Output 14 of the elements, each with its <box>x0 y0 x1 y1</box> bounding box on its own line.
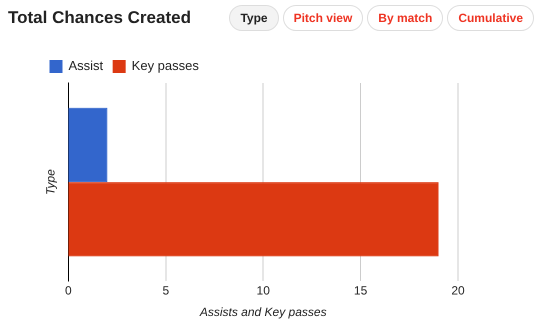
x-tick-label: 5 <box>162 284 170 298</box>
text: By match <box>367 5 444 31</box>
x-tick-label: 15 <box>354 284 368 298</box>
x-tick-label: 10 <box>256 284 270 298</box>
x-tick-label: 0 <box>65 284 72 298</box>
text: Type <box>229 5 279 31</box>
y-axis-title: Type <box>44 168 58 195</box>
chart-title: Total Chances Created <box>8 8 191 28</box>
legend-label: Assist <box>68 58 104 74</box>
text: Pitch view <box>282 5 364 31</box>
x-axis-title: Assists and Key passes <box>198 305 327 320</box>
x-tick-label: 20 <box>451 284 465 298</box>
legend-label: Key passes <box>132 58 200 74</box>
text: Cumulative <box>447 5 534 31</box>
